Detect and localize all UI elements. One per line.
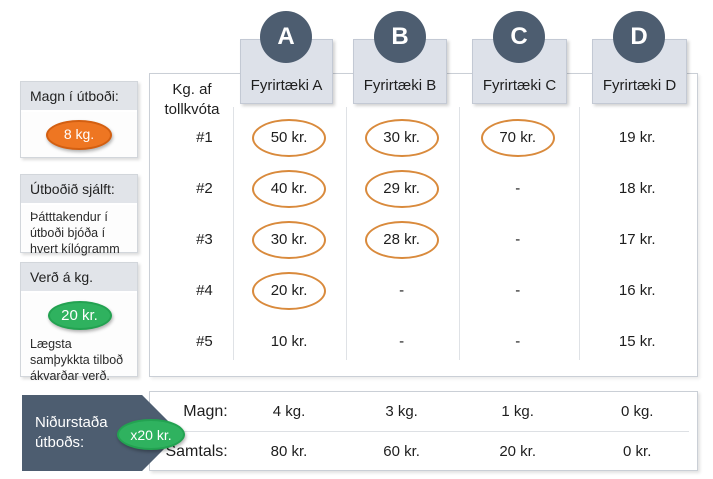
bid-cell: - [458,281,578,301]
bid-cell: - [458,179,578,199]
magn-i-utbodi-body: 8 kg. [21,119,137,150]
result-cell: 4 kg. [272,403,306,420]
bid-value: - [399,281,405,299]
bid-cell: 30 kr. [233,220,346,259]
bid-rows: #1 50 kr. 30 kr. 70 kr. 19 kr. #2 40 kr.… [150,112,697,367]
bid-cell: 15 kr. [577,332,697,352]
company-label: Fyrirtæki A [250,77,323,94]
bid-value: - [515,332,521,350]
result-cell: 0 kr. [623,443,652,460]
company-circle-a: A [260,11,312,63]
bid-cell: 18 kr. [577,179,697,199]
bid-cell: 28 kr. [345,220,458,259]
bid-value: 29 kr. [364,169,439,208]
verd-a-kg-text: Lægsta samþykkta tilboð ákvarðar verð. [30,336,124,383]
quantity-badge: 8 kg. [46,119,112,150]
result-price-badge: x20 kr. [117,419,185,450]
result-title: Niðurstaða útboðs: [35,413,108,451]
bid-cell: 50 kr. [233,118,346,157]
bid-value: - [515,230,521,248]
utbodid-sjalft-box: Útboðið sjálft: Þátttakendur í útboði bj… [20,174,138,256]
corner-label: Kg. af tollkvóta [154,80,230,119]
result-cell: 20 kr. [499,443,536,460]
bid-value: - [399,332,405,350]
corner-label-line2: tollkvóta [164,100,220,118]
column-divider [459,107,460,360]
table-row-3: #3 30 kr. 28 kr. - 17 kr. [150,214,697,265]
company-label: Fyrirtæki B [363,77,437,94]
bid-value: 20 kr. [252,271,327,310]
row-label: #4 [196,282,213,299]
magn-i-utbodi-box: Magn í útboði: 8 kg. [20,81,138,158]
row-label: #3 [196,231,213,248]
result-cell: 0 kg. [620,403,654,420]
result-row-divider [158,431,689,432]
verd-a-kg-body: 20 kr. Lægsta samþykkta tilboð ákvarðar … [21,300,137,390]
bid-value: 18 kr. [618,179,656,197]
bid-value: - [515,179,521,197]
bid-value: 17 kr. [618,230,656,248]
bid-value: 30 kr. [364,118,439,157]
bid-cell: - [345,281,458,301]
column-divider [579,107,580,360]
bid-cell: 30 kr. [345,118,458,157]
bid-value: 70 kr. [480,118,555,157]
bid-value: 10 kr. [270,332,308,350]
result-cell: 3 kg. [385,403,418,420]
bid-cell: 17 kr. [577,230,697,250]
result-row-samtals: Samtals: 80 kr. 60 kr. 20 kr. 0 kr. [150,432,697,471]
bids-table: Kg. af tollkvóta #1 50 kr. 30 kr. 70 kr.… [149,73,698,377]
magn-i-utbodi-title: Magn í útboði: [21,82,137,112]
bid-cell: 20 kr. [233,271,346,310]
result-row-magn: Magn: 4 kg. 3 kg. 1 kg. 0 kg. [150,392,697,431]
bid-cell: 19 kr. [577,128,697,148]
company-label: Fyrirtæki D [602,77,677,94]
column-divider [233,107,234,360]
column-divider [346,107,347,360]
table-row-4: #4 20 kr. - - 16 kr. [150,265,697,316]
bid-value: - [515,281,521,299]
bid-value: 15 kr. [618,332,656,350]
company-circle-d: D [613,11,665,63]
verd-a-kg-box: Verð á kg. 20 kr. Lægsta samþykkta tilbo… [20,262,138,383]
bid-cell: - [345,332,458,352]
bid-cell: - [458,230,578,250]
result-box: Magn: 4 kg. 3 kg. 1 kg. 0 kg. Samtals: 8… [149,391,698,471]
bid-value: 19 kr. [618,128,656,146]
table-row-2: #2 40 kr. 29 kr. - 18 kr. [150,163,697,214]
result-row-label: Magn: [183,402,228,420]
bid-cell: 70 kr. [458,118,578,157]
company-label: Fyrirtæki C [482,77,557,94]
result-row-label: Samtals: [165,442,228,460]
corner-label-line1: Kg. af [172,81,212,98]
company-circle-b: B [374,11,426,63]
bid-cell: - [458,332,578,352]
bid-value: 40 kr. [252,169,327,208]
bid-cell: 16 kr. [577,281,697,301]
utbodid-sjalft-text: Þátttakendur í útboði bjóða í hvert kíló… [30,209,120,256]
bid-cell: 29 kr. [345,169,458,208]
price-badge: 20 kr. [47,300,112,330]
bid-value: 30 kr. [252,220,327,259]
result-cell: 80 kr. [270,443,308,460]
verd-a-kg-title: Verð á kg. [21,263,137,293]
bid-value: 50 kr. [252,118,327,157]
table-row-1: #1 50 kr. 30 kr. 70 kr. 19 kr. [150,112,697,163]
utbodid-sjalft-title: Útboðið sjálft: [21,175,137,205]
table-row-5: #5 10 kr. - - 15 kr. [150,316,697,367]
row-label: #1 [196,129,213,146]
result-cell: 60 kr. [383,443,420,460]
row-label: #5 [196,333,213,350]
bid-cell: 10 kr. [233,332,346,352]
company-circle-c: C [493,11,545,63]
row-label: #2 [196,180,213,197]
result-cell: 1 kg. [501,403,534,420]
bid-value: 28 kr. [364,220,439,259]
bid-cell: 40 kr. [233,169,346,208]
bid-value: 16 kr. [618,281,656,299]
